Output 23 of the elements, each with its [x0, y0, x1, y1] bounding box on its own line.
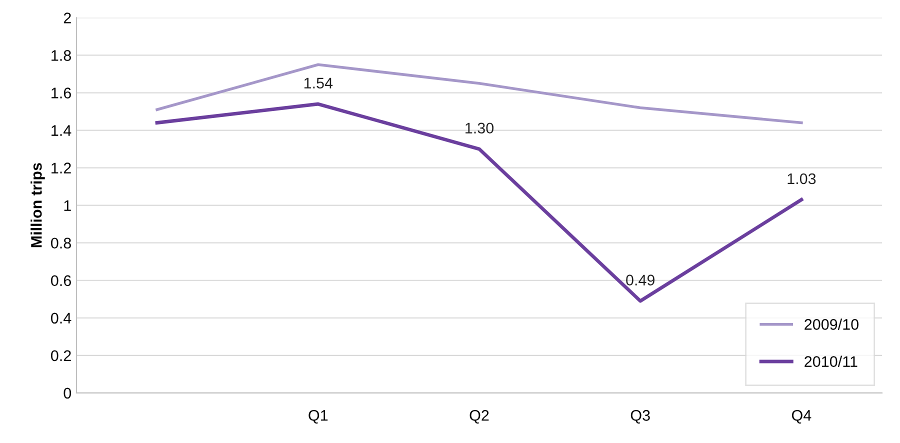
- y-tick-label: 0: [64, 388, 72, 399]
- y-tick-label: 2: [64, 12, 71, 24]
- y-tick-label: 0.4: [51, 312, 72, 324]
- legend-label: 2010/11: [804, 356, 858, 368]
- legend-label: 2009/10: [804, 318, 858, 330]
- y-axis-title: Million trips: [30, 163, 45, 248]
- y-tick-label: 1.2: [52, 162, 71, 174]
- y-tick-label: 0.6: [51, 275, 71, 286]
- y-tick-label: 1.4: [52, 125, 72, 136]
- data-label: 0.49: [626, 274, 654, 286]
- y-tick-label: 0.2: [51, 350, 71, 362]
- x-tick-label: Q2: [470, 410, 489, 424]
- y-tick-label: 1: [64, 200, 71, 211]
- y-tick-label: 0.8: [51, 238, 71, 249]
- line-series: [156, 63, 803, 124]
- data-label: 1.54: [304, 78, 333, 88]
- data-label: 1.03: [788, 173, 816, 184]
- x-tick-label: Q1: [308, 410, 328, 424]
- x-tick-label: Q3: [630, 410, 650, 424]
- x-tick-label: Q4: [792, 410, 812, 424]
- data-label: 1.30: [466, 122, 494, 134]
- y-tick-label: 1.6: [52, 88, 71, 98]
- y-tick-label: 1.8: [52, 50, 71, 61]
